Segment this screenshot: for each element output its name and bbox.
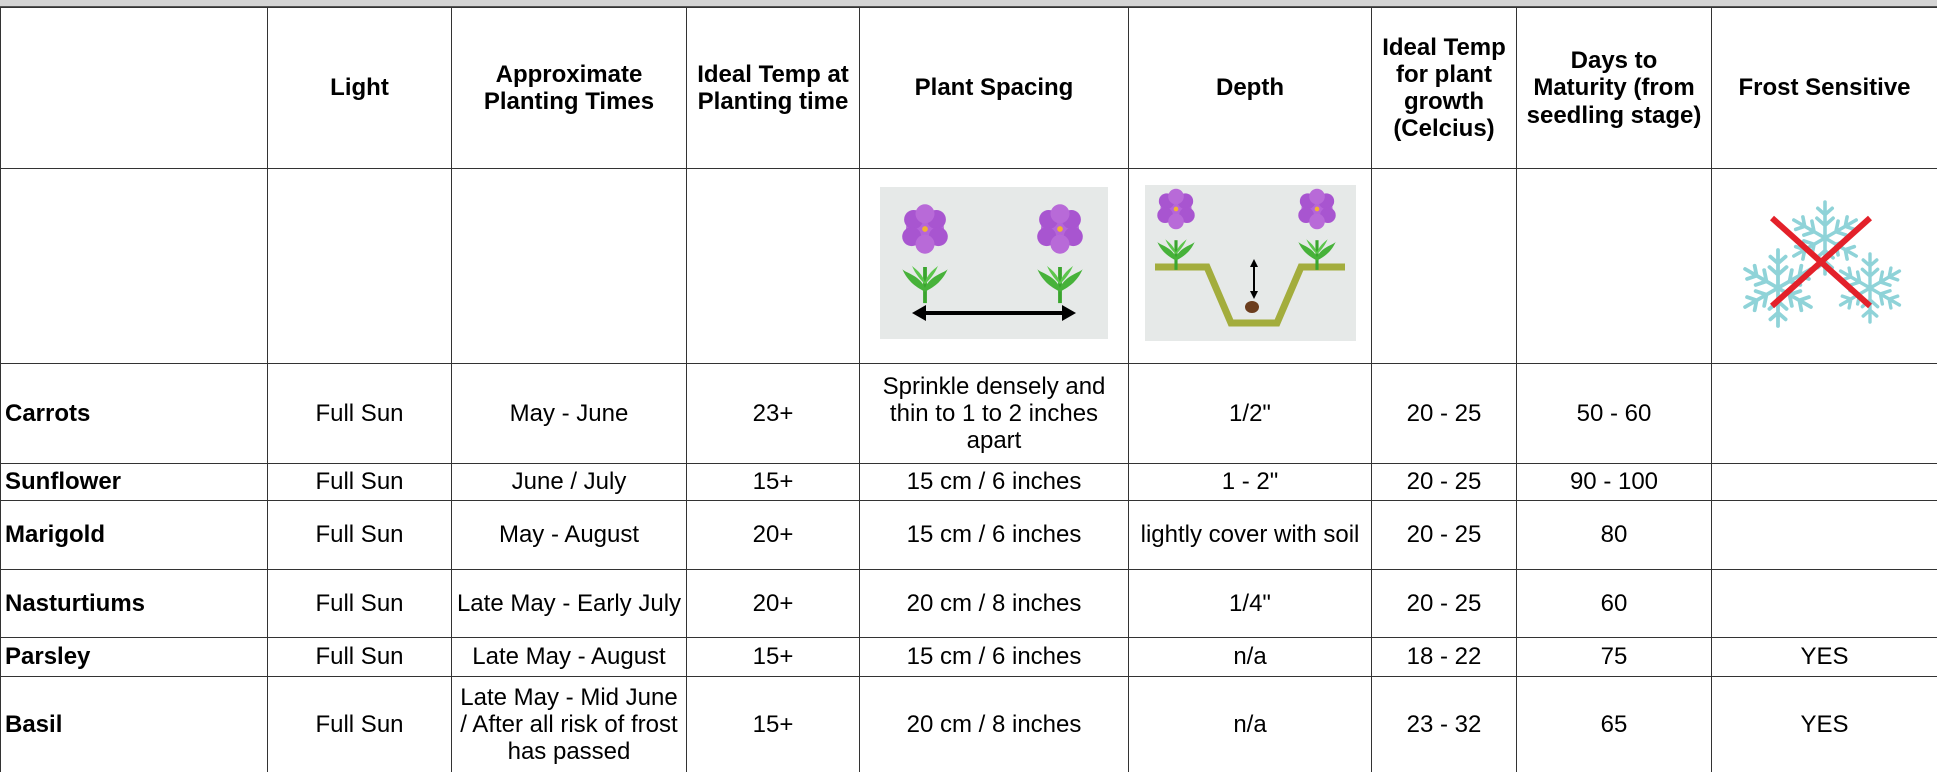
cell: 20 cm / 8 inches [860, 677, 1129, 772]
row-name: Nasturtiums [1, 570, 268, 638]
cell: Full Sun [268, 364, 452, 464]
cell: Full Sun [268, 677, 452, 772]
cell [1517, 169, 1712, 364]
cell: n/a [1129, 638, 1372, 677]
header-cell: Days to Maturity (from seedling stage) [1517, 8, 1712, 169]
cell: 90 - 100 [1517, 464, 1712, 501]
cell: 60 [1517, 570, 1712, 638]
cell: 50 - 60 [1517, 364, 1712, 464]
cell: Late May - Early July [452, 570, 687, 638]
cell: Late May - August [452, 638, 687, 677]
cell [687, 169, 860, 364]
frost-icon [1740, 188, 1910, 338]
cell: Full Sun [268, 570, 452, 638]
cell: 15+ [687, 677, 860, 772]
cell [1712, 169, 1937, 364]
cell: 20 - 25 [1372, 501, 1517, 570]
cell [1, 169, 268, 364]
header-cell [1, 8, 268, 169]
cell: 20+ [687, 570, 860, 638]
cell: 75 [1517, 638, 1712, 677]
cell: 65 [1517, 677, 1712, 772]
cell: 20+ [687, 501, 860, 570]
header-cell: Ideal Temp for plant growth (Celcius) [1372, 8, 1517, 169]
cell: Late May - Mid June / After all risk of … [452, 677, 687, 772]
row-name: Marigold [1, 501, 268, 570]
cell: 80 [1517, 501, 1712, 570]
cell [1712, 501, 1937, 570]
row-name: Carrots [1, 364, 268, 464]
cell: 15 cm / 6 inches [860, 501, 1129, 570]
cell [1712, 364, 1937, 464]
cell [452, 169, 687, 364]
cell: 23+ [687, 364, 860, 464]
cell: 18 - 22 [1372, 638, 1517, 677]
header-cell: Light [268, 8, 452, 169]
cell [1372, 169, 1517, 364]
header-cell: Depth [1129, 8, 1372, 169]
cell: n/a [1129, 677, 1372, 772]
row-name: Basil [1, 677, 268, 772]
cell: 1/2" [1129, 364, 1372, 464]
cell: 15+ [687, 638, 860, 677]
cell: 20 cm / 8 inches [860, 570, 1129, 638]
cell: YES [1712, 677, 1937, 772]
cell: 20 - 25 [1372, 570, 1517, 638]
cell: 20 - 25 [1372, 364, 1517, 464]
header-cell: Ideal Temp at Planting time [687, 8, 860, 169]
page: LightApproximate Planting TimesIdeal Tem… [0, 0, 1937, 772]
cell: June / July [452, 464, 687, 501]
row-name: Parsley [1, 638, 268, 677]
cell: 23 - 32 [1372, 677, 1517, 772]
top-bar [0, 0, 1937, 7]
cell: 15 cm / 6 inches [860, 464, 1129, 501]
header-cell: Plant Spacing [860, 8, 1129, 169]
cell: Full Sun [268, 501, 452, 570]
cell [1712, 570, 1937, 638]
cell: 1/4" [1129, 570, 1372, 638]
cell [1129, 169, 1372, 364]
plant-spacing-icon [880, 187, 1108, 339]
cell: YES [1712, 638, 1937, 677]
cell: Full Sun [268, 464, 452, 501]
illustration-row [1, 169, 1937, 364]
cell [1712, 464, 1937, 501]
cell: 1 - 2" [1129, 464, 1372, 501]
cell: Sprinkle densely and thin to 1 to 2 inch… [860, 364, 1129, 464]
cell: 20 - 25 [1372, 464, 1517, 501]
cell [860, 169, 1129, 364]
cell [268, 169, 452, 364]
depth-icon [1145, 185, 1356, 341]
cell: 15+ [687, 464, 860, 501]
header-cell: Approximate Planting Times [452, 8, 687, 169]
header-cell: Frost Sensitive [1712, 8, 1937, 169]
cell: Full Sun [268, 638, 452, 677]
row-name: Sunflower [1, 464, 268, 501]
cell: May - August [452, 501, 687, 570]
cell: May - June [452, 364, 687, 464]
cell: 15 cm / 6 inches [860, 638, 1129, 677]
cell: lightly cover with soil [1129, 501, 1372, 570]
